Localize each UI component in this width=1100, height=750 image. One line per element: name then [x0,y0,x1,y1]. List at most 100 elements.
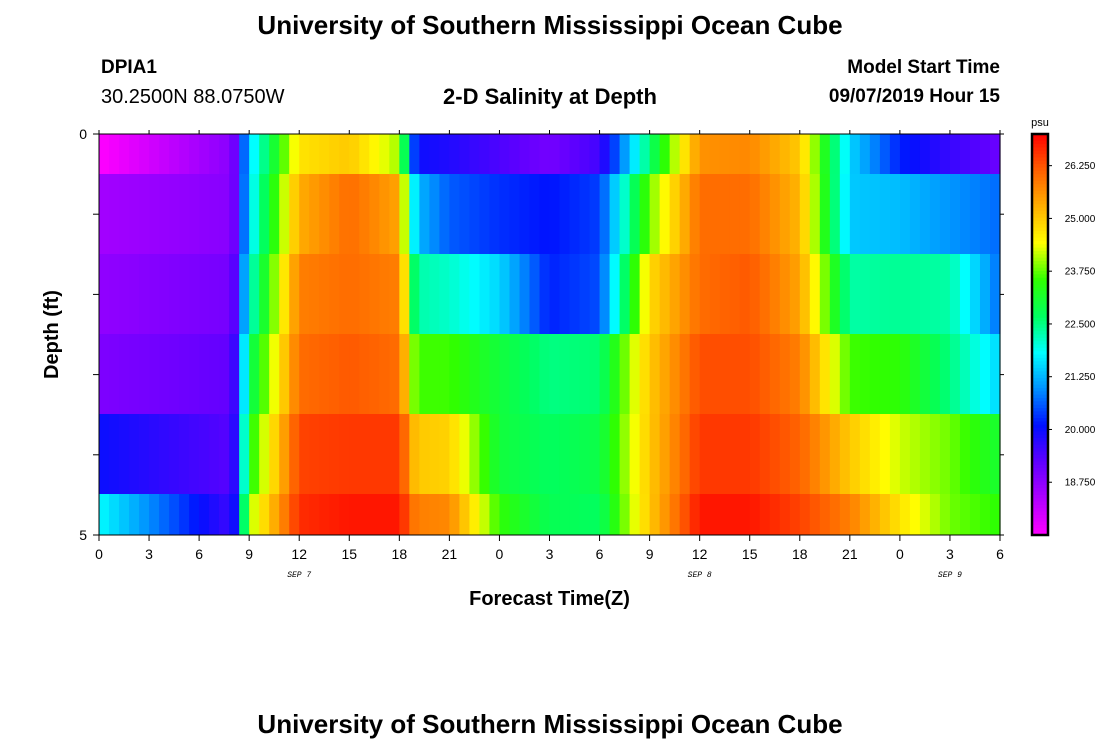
heatmap-cell [819,174,831,254]
heatmap-cell [199,174,210,254]
heatmap-cell [209,174,220,254]
heatmap-cell [399,334,410,414]
heatmap-cell [929,414,941,494]
heatmap-cell [279,414,290,494]
x-tick-label: 18 [792,546,808,562]
heatmap-cell [779,134,791,174]
heatmap-cell [869,134,881,174]
colorbar-segment [1032,404,1048,409]
heatmap-cell [469,134,481,174]
colorbar-segment [1032,137,1048,142]
heatmap-cell [919,494,931,535]
heatmap-cell [529,494,541,535]
colorbar-tick-label: 21.250 [1065,372,1096,383]
colorbar-segment [1032,337,1048,342]
heatmap-cell [219,174,230,254]
x-tick-label: 0 [95,546,103,562]
colorbar-segment [1032,347,1048,352]
heatmap-cell [369,334,380,414]
heatmap-cell [549,134,561,174]
colorbar-segment [1032,277,1048,282]
heatmap-cell [749,414,761,494]
heatmap-cell [239,414,250,494]
heatmap-cell [859,134,871,174]
colorbar-segment [1032,408,1048,412]
heatmap-cell [979,174,991,254]
heatmap-cell [829,334,841,414]
heatmap-cell [919,254,931,334]
colorbar-segment [1032,451,1048,456]
heatmap-cell [329,414,340,494]
heatmap-cell [879,494,891,535]
heatmap-cell [989,174,1001,254]
heatmap-cell [949,494,961,535]
colorbar-segment [1032,334,1048,339]
heatmap-cell [879,254,891,334]
heatmap-cell [839,414,851,494]
heatmap-cell [909,134,921,174]
heatmap-cell [959,494,971,535]
heatmap-cell [449,414,460,494]
heatmap-cell [99,174,110,254]
colorbar-unit: psu [1031,117,1049,129]
heatmap-cell [779,334,791,414]
colorbar-segment [1032,531,1048,536]
heatmap-cell [829,494,841,535]
station-id: DPIA1 [101,57,157,78]
heatmap-cell [939,414,951,494]
colorbar-segment [1032,150,1048,155]
heatmap-cell [909,334,921,414]
colorbar-segment [1032,414,1048,419]
heatmap-cell [669,134,681,174]
model-start-value: 09/07/2019 Hour 15 [828,86,1000,107]
heatmap-cell [139,174,150,254]
heatmap-cell [599,494,611,535]
heatmap-cell [959,134,971,174]
colorbar-segment [1032,240,1048,245]
heatmap-cell [629,334,641,414]
heatmap-cell [229,174,240,254]
heatmap-cell [869,254,881,334]
colorbar-segment [1032,297,1048,302]
heatmap-cell [709,494,721,535]
heatmap-cell [399,494,410,535]
heatmap-cell [359,414,370,494]
colorbar-segment [1032,321,1048,326]
colorbar-segment [1032,174,1048,179]
colorbar-segment [1032,304,1048,309]
x-axis-label: Forecast Time(Z) [469,588,630,610]
heatmap-cell [149,494,160,535]
heatmap-cell [569,494,581,535]
colorbar-segment [1032,167,1048,172]
heatmap-cell [679,334,691,414]
x-tick-label: 12 [291,546,307,562]
colorbar-segment [1032,454,1048,459]
heatmap-cell [519,414,531,494]
heatmap-cell [299,134,310,174]
heatmap-cell [519,254,531,334]
heatmap-cell [229,494,240,535]
heatmap-cell [789,414,801,494]
colorbar-segment [1032,164,1048,169]
heatmap-cell [589,414,601,494]
heatmap-cell [369,134,380,174]
heatmap-cell [249,254,260,334]
heatmap-cell [299,414,310,494]
colorbar-segment [1032,458,1048,463]
heatmap-cell [279,254,290,334]
heatmap-cell [699,334,711,414]
heatmap-cell [989,134,1001,174]
heatmap-cell [589,134,601,174]
heatmap-cell [909,414,921,494]
heatmap-cell [619,334,631,414]
colorbar-segment [1032,140,1048,145]
colorbar-segment [1032,264,1048,269]
heatmap-cell [619,494,631,535]
heatmap-cell [159,334,170,414]
heatmap-cell [839,174,851,254]
heatmap-cell [709,134,721,174]
heatmap-cell [99,334,110,414]
heatmap-cell [559,414,571,494]
heatmap-cell [819,494,831,535]
colorbar-tick-label: 26.250 [1065,161,1096,172]
